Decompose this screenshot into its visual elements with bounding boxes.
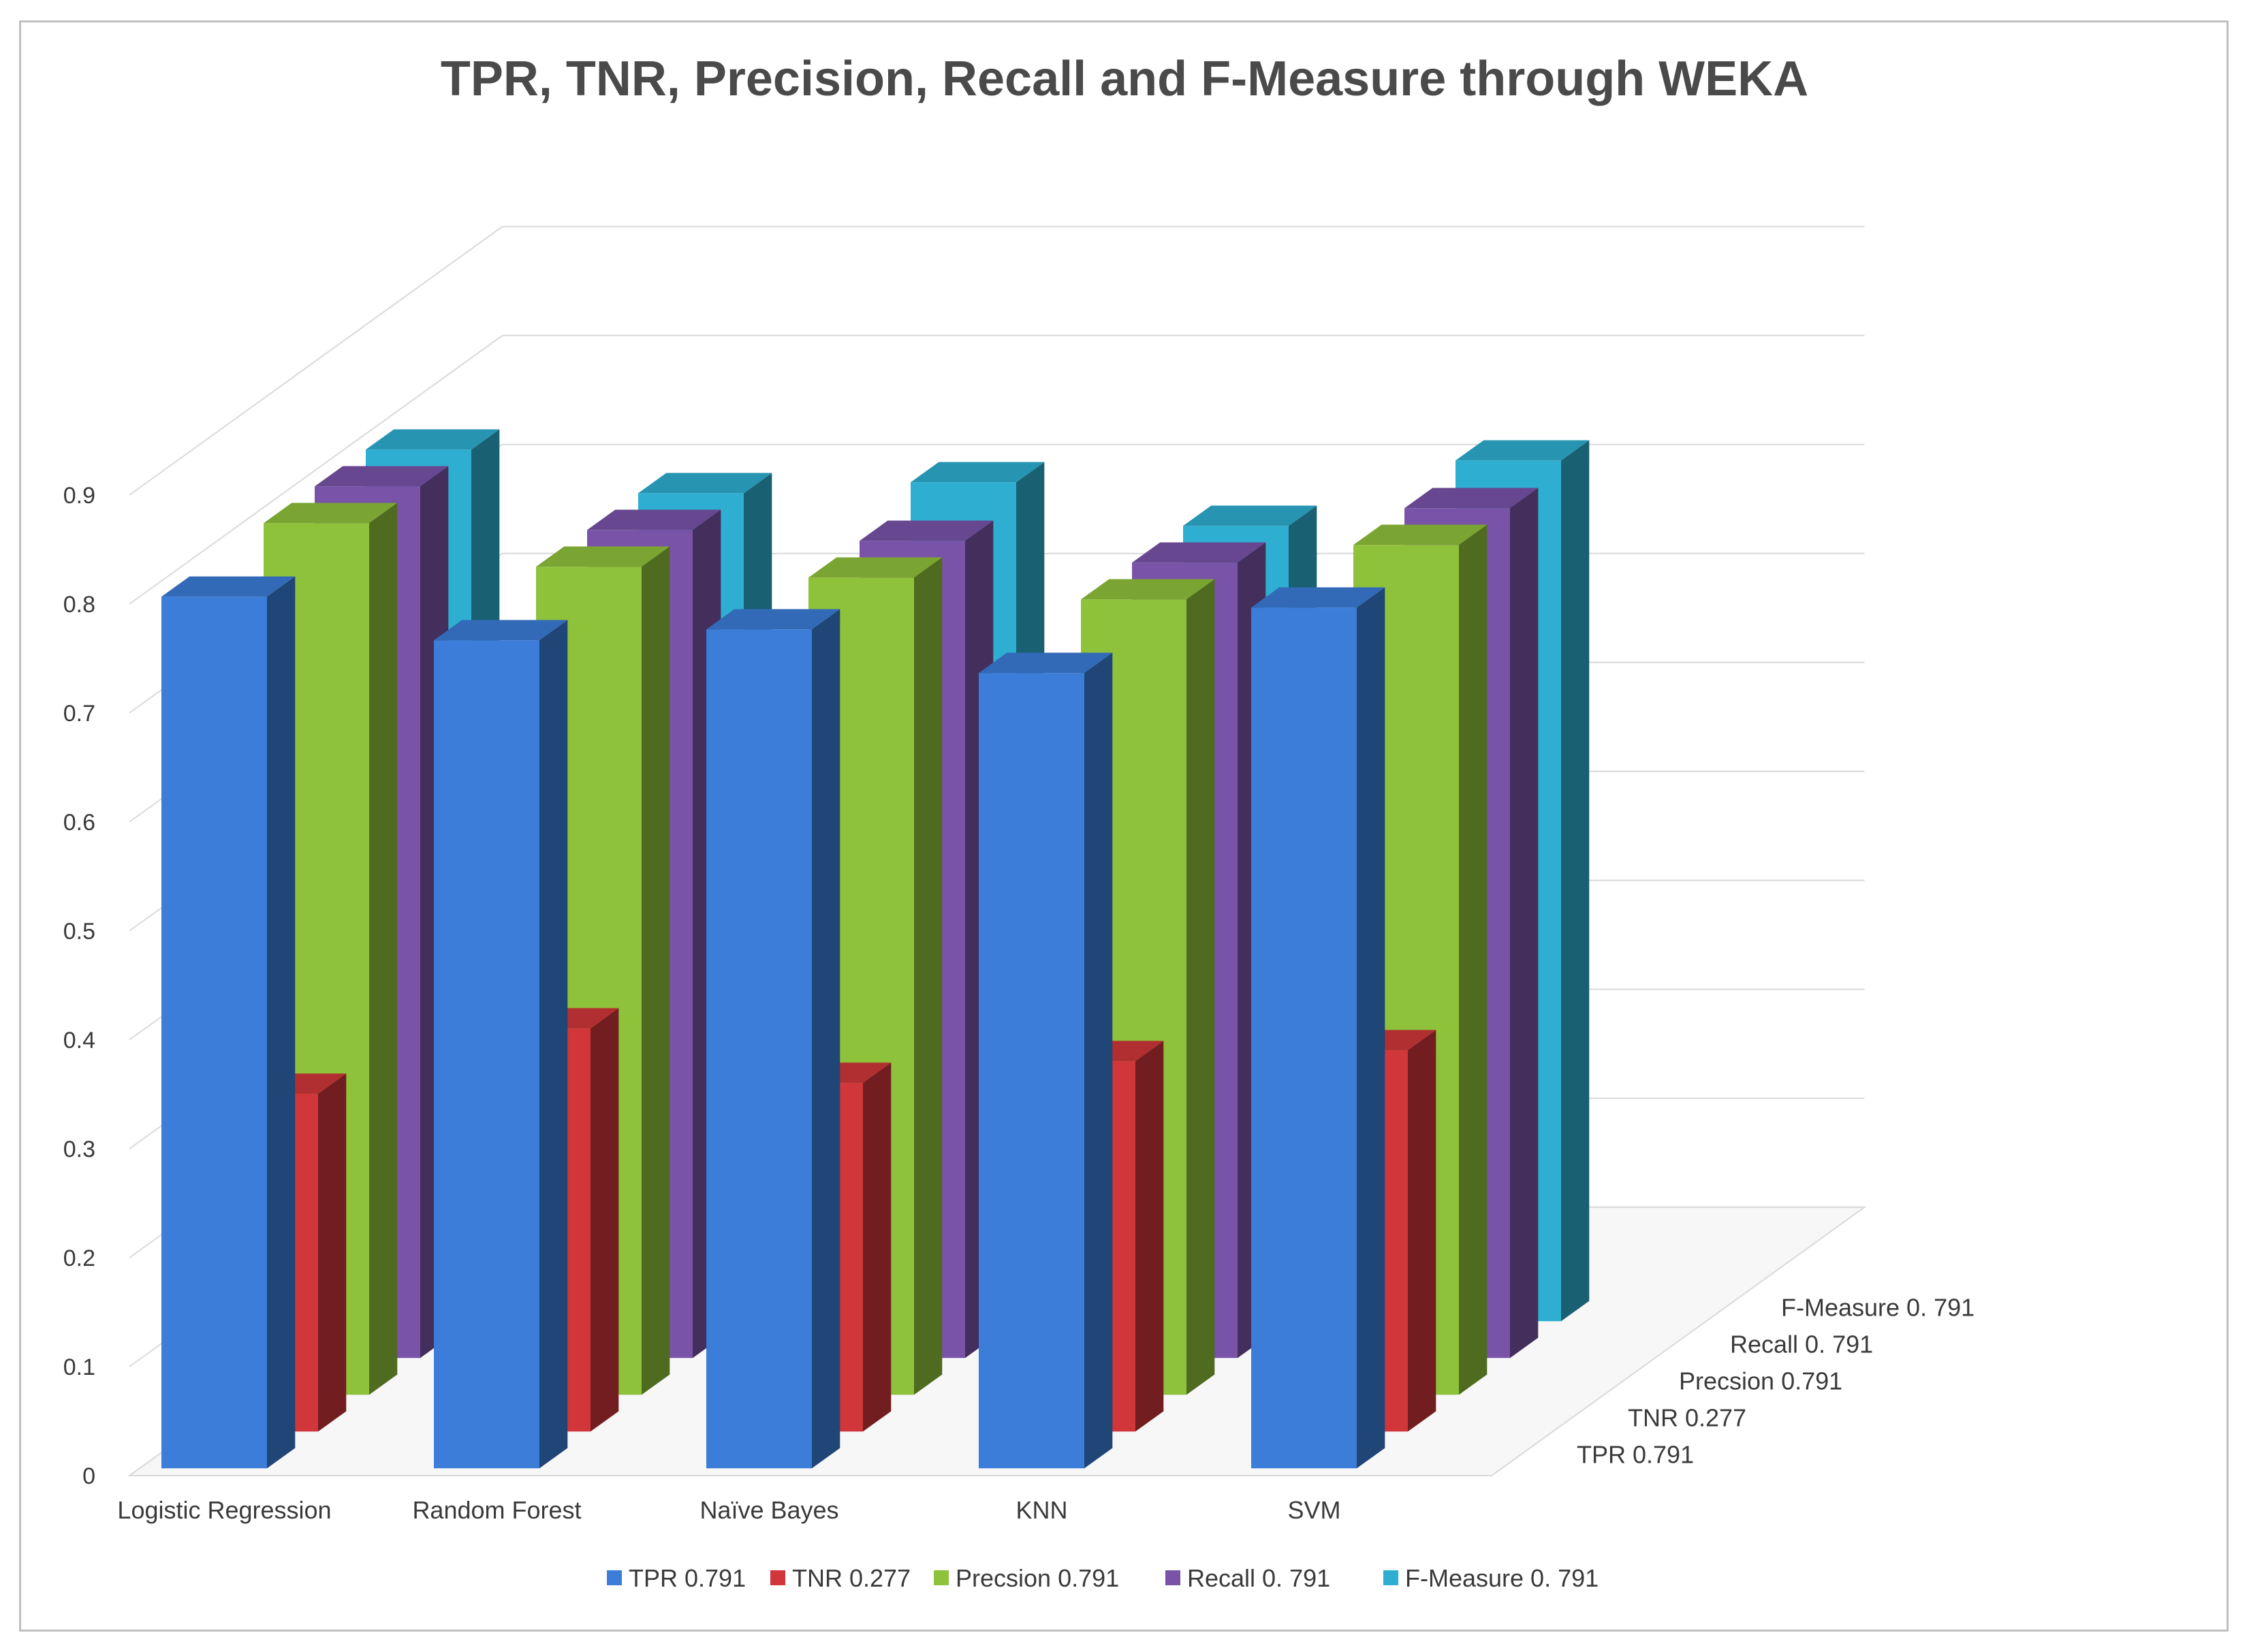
series-axis-label: F-Measure 0. 791 [1781, 1294, 1975, 1322]
y-tick-label: 0.8 [63, 592, 95, 618]
bars [161, 429, 1590, 1469]
y-tick-label: 0.7 [63, 701, 95, 727]
legend-swatch [607, 1570, 622, 1585]
series-axis-label: TPR 0.791 [1577, 1441, 1694, 1469]
legend-swatch [1165, 1570, 1180, 1585]
legend-swatch [770, 1570, 785, 1585]
y-tick-label: 0.6 [63, 810, 95, 836]
category-label: SVM [1287, 1496, 1340, 1524]
category-label: Random Forest [412, 1496, 581, 1524]
legend-label: Precsion 0.791 [956, 1564, 1119, 1592]
gridline [129, 334, 1865, 605]
y-tick-label: 0.9 [63, 483, 95, 509]
chart-title: TPR, TNR, Precision, Recall and F-Measur… [441, 52, 1808, 106]
y-axis-ticks: 0 0.1 0.2 0.3 0.4 0.5 0.6 0.7 0.8 0.9 [63, 483, 95, 1489]
y-tick-label: 0 [82, 1463, 95, 1489]
legend-item: Recall 0. 791 [1165, 1564, 1330, 1592]
legend-swatch [1383, 1570, 1398, 1585]
y-tick-label: 0.3 [63, 1137, 95, 1162]
legend-item: Precsion 0.791 [934, 1564, 1119, 1592]
legend-label: TPR 0.791 [629, 1564, 746, 1592]
series-axis-label: Precsion 0.791 [1679, 1367, 1842, 1395]
series-axis-label: Recall 0. 791 [1730, 1331, 1873, 1359]
legend-item: TNR 0.277 [770, 1564, 911, 1592]
y-tick-label: 0.4 [63, 1028, 95, 1053]
category-label: KNN [1016, 1496, 1067, 1524]
bar-1-2 [434, 620, 568, 1469]
legend-label: Recall 0. 791 [1187, 1564, 1330, 1592]
bar-1-4 [979, 652, 1113, 1469]
y-tick-label: 0.2 [63, 1245, 95, 1271]
category-label: Naïve Bayes [699, 1496, 838, 1524]
category-axis: Logistic Regression Random Forest Naïve Ba… [117, 1496, 1340, 1524]
series-axis: TPR 0.791 TNR 0.277 Precsion 0.791 Recall 0… [1577, 1294, 1975, 1469]
bar-1-1 [161, 576, 296, 1469]
legend-label: TNR 0.277 [792, 1564, 911, 1592]
y-tick-label: 0.1 [63, 1354, 95, 1380]
legend-label: F-Measure 0. 791 [1405, 1564, 1599, 1592]
series-axis-label: TNR 0.277 [1628, 1404, 1746, 1432]
legend-item: F-Measure 0. 791 [1383, 1564, 1599, 1592]
bar-1-5 [1251, 587, 1385, 1469]
y-tick-label: 0.5 [63, 919, 95, 944]
legend: TPR 0.791 TNR 0.277 Precsion 0.791 Recall 0… [607, 1564, 1599, 1592]
legend-swatch [934, 1570, 949, 1585]
gridline [129, 225, 1865, 496]
bar-1-3 [706, 609, 840, 1469]
legend-item: TPR 0.791 [607, 1564, 746, 1592]
category-label: Logistic Regression [117, 1496, 331, 1524]
